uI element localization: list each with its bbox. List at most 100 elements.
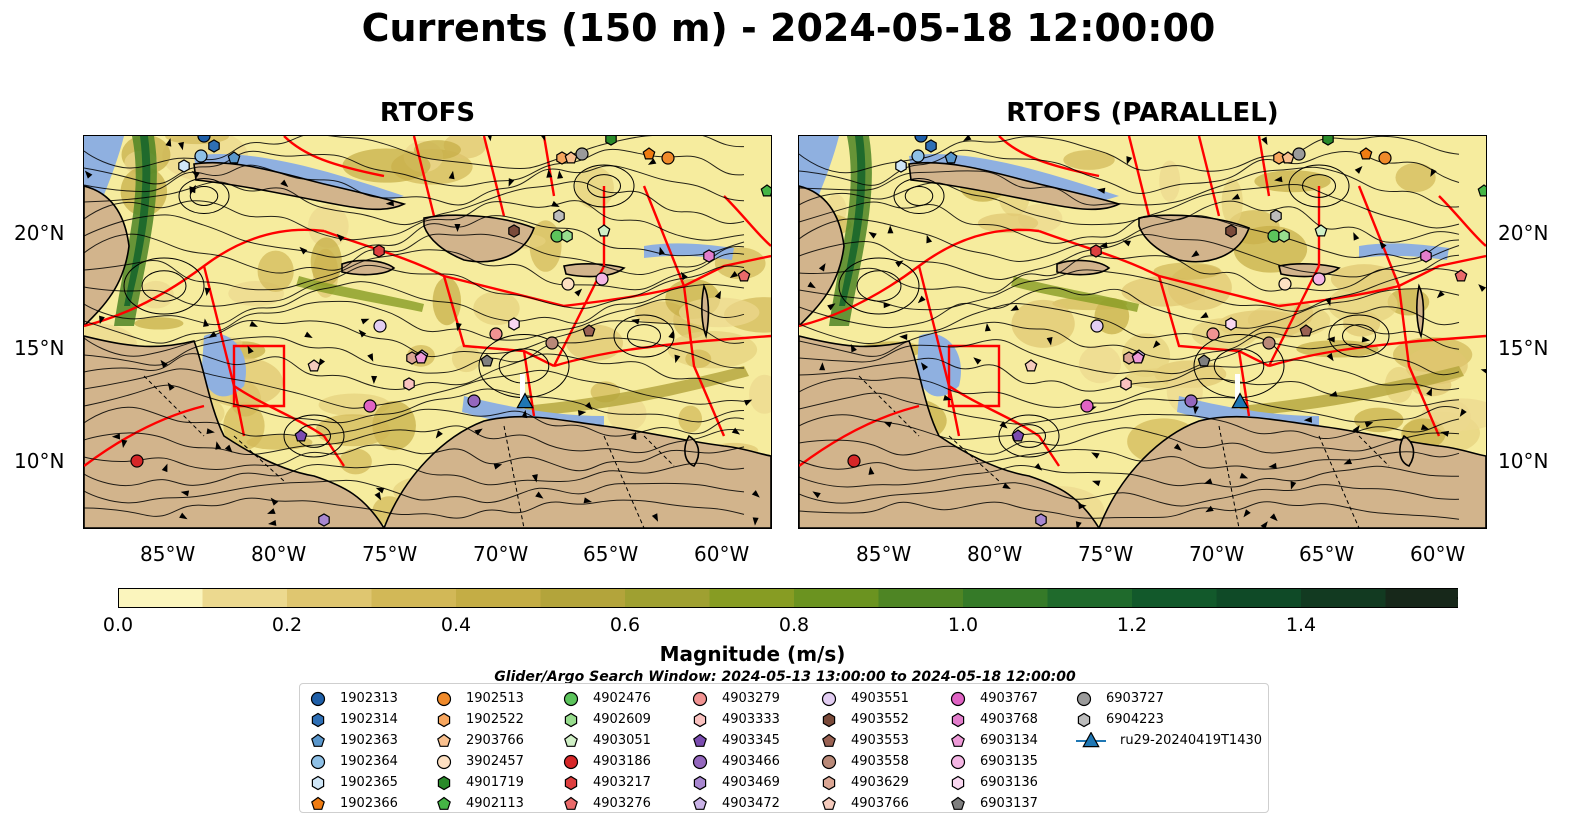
legend-label: 1902365	[340, 775, 398, 790]
eez-boundary	[1397, 285, 1441, 437]
country-border	[858, 375, 920, 437]
country-border	[1358, 435, 1390, 467]
eddy-streamline	[573, 164, 635, 208]
argo-float-marker	[1090, 319, 1104, 333]
legend-marker	[436, 754, 452, 769]
legend-label: 4903345	[722, 733, 780, 748]
float-marker-icon	[822, 733, 836, 747]
streamline-arrow	[161, 463, 168, 473]
legend-item: 6903137	[950, 793, 1038, 814]
streamline-arrow	[206, 428, 215, 435]
float-marker-icon	[693, 796, 707, 810]
legend-label: 1902522	[466, 712, 524, 727]
streamline-arrow	[1096, 187, 1106, 194]
legend-item: 4903558	[821, 751, 909, 772]
country-border	[143, 375, 205, 437]
argo-float-marker	[373, 319, 387, 333]
legend-marker	[437, 775, 451, 790]
legend-label: 4901719	[466, 775, 524, 790]
streamline-arrow	[999, 421, 1008, 429]
streamline-arrow	[583, 497, 593, 504]
lon-tick-85w: 85°W	[140, 542, 196, 566]
streamline-arrow	[899, 333, 908, 340]
argo-float-marker	[545, 336, 559, 350]
jamaica	[341, 259, 396, 276]
legend-label: 4903766	[851, 796, 909, 811]
float-marker-icon	[822, 775, 836, 790]
streamline-arrow	[1326, 352, 1334, 362]
eddy-streamline	[838, 257, 920, 315]
legend-marker	[437, 733, 451, 747]
colorbar-segment	[963, 588, 1048, 608]
argo-float-marker	[895, 159, 907, 173]
streamline-arrow	[521, 409, 528, 419]
argo-float-marker	[1378, 151, 1392, 165]
streamline-arrow	[1303, 416, 1312, 423]
streamline-arrow	[360, 318, 370, 325]
streamline-arrow	[539, 136, 546, 141]
streamline	[84, 214, 745, 258]
streamline	[84, 320, 745, 357]
streamline-arrow	[887, 225, 894, 234]
streamline-arrow	[574, 288, 583, 297]
argo-float-marker	[467, 394, 481, 408]
streamline	[799, 501, 1460, 520]
eddy-streamline	[141, 270, 187, 302]
colorbar-tick: 0.8	[778, 614, 810, 636]
streamline-arrow	[827, 303, 836, 311]
map-panel-rtofs-parallel	[798, 135, 1487, 529]
eez-boundary	[1237, 350, 1251, 417]
legend-marker	[564, 712, 578, 727]
streamline-arrow	[1352, 425, 1360, 434]
streamline	[84, 233, 745, 276]
streamline-arrow	[336, 233, 345, 242]
legend-marker	[437, 796, 451, 810]
legend-marker	[311, 796, 325, 810]
streamline-arrow	[508, 178, 515, 187]
trinidad	[1399, 434, 1415, 467]
argo-float-marker	[553, 209, 565, 223]
legend-marker	[822, 796, 836, 810]
streamline	[799, 215, 1460, 262]
legend-marker	[310, 691, 326, 706]
lon-tick-65w: 65°W	[583, 542, 639, 566]
argo-float-marker	[1090, 244, 1102, 258]
streamline	[799, 234, 1460, 280]
argo-float-marker	[1270, 209, 1282, 223]
streamline-arrow	[1122, 240, 1131, 247]
streamline-arrow	[1326, 336, 1335, 343]
legend-label: 4902476	[593, 691, 651, 706]
streamline-arrow	[1099, 242, 1108, 249]
argo-float-marker	[703, 249, 715, 263]
float-marker-icon	[822, 712, 836, 727]
streamline-arrow	[191, 170, 200, 178]
colorbar-segment	[1047, 588, 1133, 608]
streamline-arrow	[807, 281, 816, 289]
yucatan-peninsula	[84, 185, 130, 328]
legend-marker	[1082, 731, 1100, 747]
streamline	[799, 149, 1460, 194]
legend-item: 4903217	[563, 772, 651, 793]
streamline	[84, 425, 745, 456]
streamline-arrow	[180, 490, 190, 497]
argo-float-marker	[575, 147, 589, 161]
float-marker-icon	[437, 775, 451, 790]
streamline	[84, 299, 745, 344]
streamline	[799, 321, 1460, 360]
argo-float-marker	[1197, 354, 1211, 367]
legend-marker	[692, 691, 708, 706]
argo-float-marker	[508, 224, 520, 238]
eez-boundary	[232, 344, 286, 408]
streamline-arrow	[883, 302, 892, 309]
lat-tick-20n: 20°N	[1498, 221, 1549, 245]
argo-float-marker	[1278, 277, 1292, 291]
argo-float-marker	[1314, 224, 1328, 237]
lon-tick-85w: 85°W	[856, 542, 912, 566]
caribbean-jet	[1239, 366, 1464, 416]
streamline-arrow	[926, 234, 933, 244]
streamline-arrow	[178, 141, 184, 151]
streamline	[799, 413, 1460, 440]
legend-label: 4903472	[722, 796, 780, 811]
streamline-arrow	[1274, 176, 1283, 183]
argo-float-marker	[737, 269, 751, 282]
